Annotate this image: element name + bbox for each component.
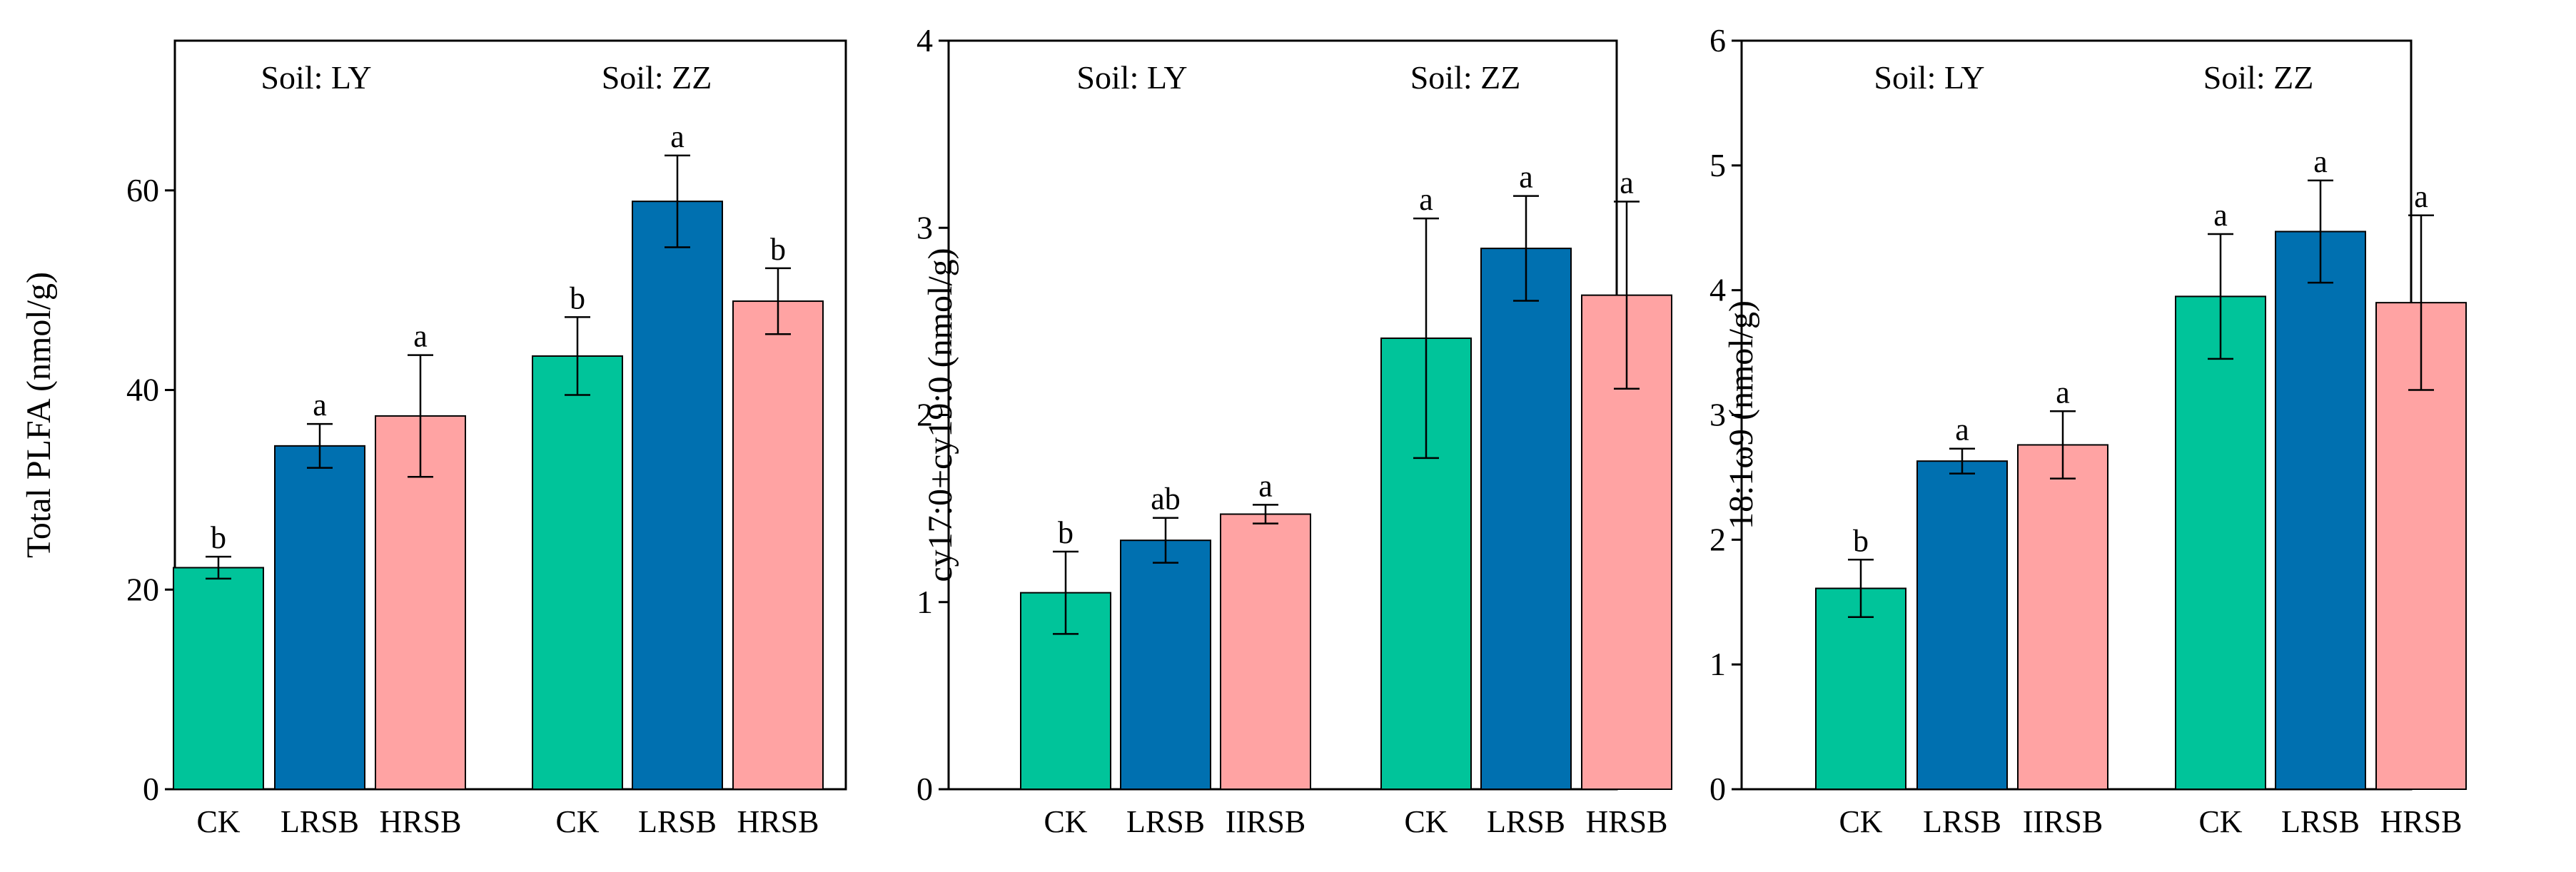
plot-frame	[173, 39, 847, 791]
y-tick-label: 5	[1709, 147, 1726, 183]
bar-ck	[532, 355, 623, 791]
significance-label: a	[1955, 412, 1969, 447]
bar-hrsb	[2017, 444, 2108, 791]
group-label: Soil: ZZ	[1410, 59, 1521, 96]
significance-label: b	[770, 232, 786, 267]
x-tick-label: CK	[196, 804, 240, 839]
significance-label: a	[1419, 182, 1433, 217]
y-axis-label: cy17:0+cy19:0 (nmol/g)	[921, 248, 959, 582]
bar-lrsb	[1480, 248, 1572, 791]
x-tick-label: HRSB	[1586, 804, 1668, 839]
chart-panel-1: 0 20 40 60 Total PLFA (nmol/g) Soil: LY b CK a LR…	[20, 39, 847, 839]
significance-label: a	[2313, 144, 2328, 179]
y-tick-label: 0	[916, 771, 933, 807]
y-tick-label: 3	[1709, 397, 1726, 433]
significance-label: a	[2213, 198, 2228, 233]
x-tick-label: HRSB	[737, 804, 819, 839]
y-tick-label: 2	[916, 397, 933, 433]
significance-label: a	[1258, 468, 1273, 503]
x-tick-label: CK	[2198, 804, 2242, 839]
bar-lrsb	[1120, 539, 1211, 791]
x-tick-label: HRSB	[2380, 804, 2463, 839]
y-tick-label: 2	[1709, 521, 1726, 557]
y-axis-label: 18:1ω9 (nmol/g)	[1722, 300, 1760, 529]
x-tick-label: IIRSB	[2023, 804, 2103, 839]
y-tick-label: 0	[1709, 771, 1726, 807]
bar-hrsb	[375, 415, 466, 790]
bar-ck	[2175, 295, 2266, 790]
bar-lrsb	[1916, 460, 2008, 791]
bar-hrsb	[1220, 513, 1311, 790]
x-tick-label: LRSB	[1126, 804, 1205, 839]
group-label: Soil: LY	[1874, 59, 1984, 96]
group-label: Soil: LY	[261, 59, 371, 96]
bar-lrsb	[632, 201, 723, 790]
x-tick-label: CK	[1044, 804, 1087, 839]
significance-label: ab	[1151, 482, 1181, 517]
significance-label: a	[2414, 179, 2428, 214]
y-tick-label: 20	[126, 571, 159, 607]
x-tick-label: LRSB	[1923, 804, 2001, 839]
y-tick-label: 1	[1709, 646, 1726, 682]
significance-label: a	[2056, 375, 2070, 410]
bar-ck	[1815, 587, 1906, 790]
x-tick-label: LRSB	[2281, 804, 2360, 839]
group-label: Soil: ZZ	[602, 59, 712, 96]
significance-label: b	[1058, 515, 1074, 550]
x-tick-label: LRSB	[1487, 804, 1565, 839]
x-tick-label: HRSB	[380, 804, 462, 839]
group-label: Soil: LY	[1076, 59, 1187, 96]
y-tick-label: 0	[143, 771, 159, 807]
y-tick-label: 4	[1709, 272, 1726, 308]
y-tick-label: 1	[916, 584, 933, 620]
group-label: Soil: ZZ	[2203, 59, 2314, 96]
x-tick-label: LRSB	[638, 804, 717, 839]
significance-label: b	[211, 520, 226, 555]
bar-hrsb	[732, 300, 824, 790]
y-tick-label: 4	[916, 22, 933, 59]
bar-lrsb	[2275, 230, 2366, 790]
y-tick-label: 40	[126, 372, 159, 408]
y-tick-label: 60	[126, 172, 159, 208]
chart-panel-2: 0 1 2 3 4 cy17:0+cy19:0 (nmol/g) Soil: LY b CK ab…	[916, 22, 1672, 839]
significance-label: a	[313, 387, 327, 422]
significance-label: a	[1519, 160, 1533, 195]
bar-ck	[173, 567, 264, 790]
chart-panel-3: 0 1 2 3 4 5 6 18:1ω9 (nmol/g) Soil: LY b CK a LRSB a I…	[1709, 22, 2467, 839]
x-tick-label: LRSB	[281, 804, 359, 839]
y-tick-label: 3	[916, 209, 933, 245]
significance-label: b	[1853, 523, 1869, 558]
y-axis-label: Total PLFA (nmol/g)	[20, 272, 58, 558]
bar-lrsb	[274, 445, 365, 790]
y-tick-label: 6	[1709, 22, 1726, 59]
x-tick-label: IIRSB	[1226, 804, 1305, 839]
x-tick-label: CK	[1404, 804, 1448, 839]
x-tick-label: CK	[1839, 804, 1882, 839]
significance-label: a	[1620, 166, 1634, 201]
significance-label: a	[670, 119, 685, 154]
significance-label: b	[570, 280, 585, 315]
significance-label: a	[413, 319, 428, 354]
x-tick-label: CK	[555, 804, 599, 839]
